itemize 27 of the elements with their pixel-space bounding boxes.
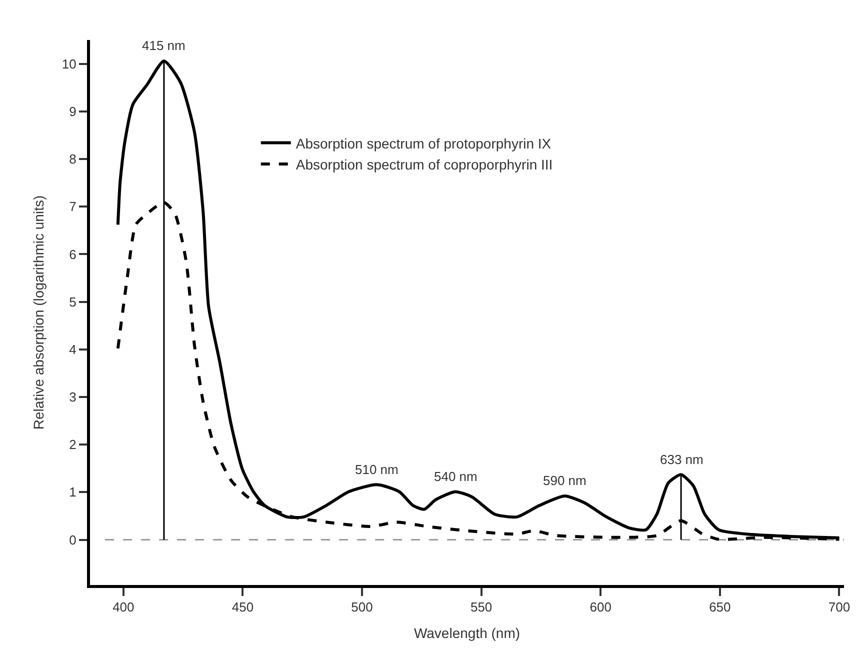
x-tick-label: 550 bbox=[470, 600, 492, 615]
annotation: 540 nm bbox=[434, 469, 478, 484]
y-tick-label: 4 bbox=[69, 342, 76, 357]
y-axis-title: Relative absorption (logarithmic units) bbox=[30, 195, 47, 430]
y-tick-label: 5 bbox=[69, 294, 76, 310]
y-tick-label: 10 bbox=[62, 56, 76, 72]
y-tick-label: 2 bbox=[69, 437, 76, 452]
annotation: 590 nm bbox=[543, 473, 586, 488]
x-tick-label: 400 bbox=[112, 600, 134, 615]
y-tick-label: 9 bbox=[69, 104, 76, 119]
x-tick-label: 500 bbox=[351, 600, 373, 615]
x-tick-label: 700 bbox=[828, 600, 850, 615]
y-tick-label: 3 bbox=[69, 390, 76, 405]
x-tick-label: 650 bbox=[709, 600, 731, 615]
y-tick-label: 7 bbox=[69, 199, 76, 214]
annotation: 415 nm bbox=[142, 38, 186, 53]
y-tick-label: 6 bbox=[69, 246, 76, 262]
x-tick-label: 600 bbox=[590, 600, 612, 615]
annotation: 633 nm bbox=[660, 452, 704, 467]
y-tick-label: 0 bbox=[69, 532, 76, 548]
x-axis-title: Wavelength (nm) bbox=[414, 624, 520, 641]
y-tick-label: 8 bbox=[69, 152, 76, 167]
legend-label: Absorption spectrum of coproporphyrin III bbox=[296, 156, 553, 172]
annotation: 510 nm bbox=[355, 462, 398, 477]
y-tick-label: 1 bbox=[69, 484, 76, 500]
x-tick-label: 450 bbox=[232, 600, 254, 615]
legend-label: Absorption spectrum of protoporphyrin IX bbox=[296, 135, 552, 152]
